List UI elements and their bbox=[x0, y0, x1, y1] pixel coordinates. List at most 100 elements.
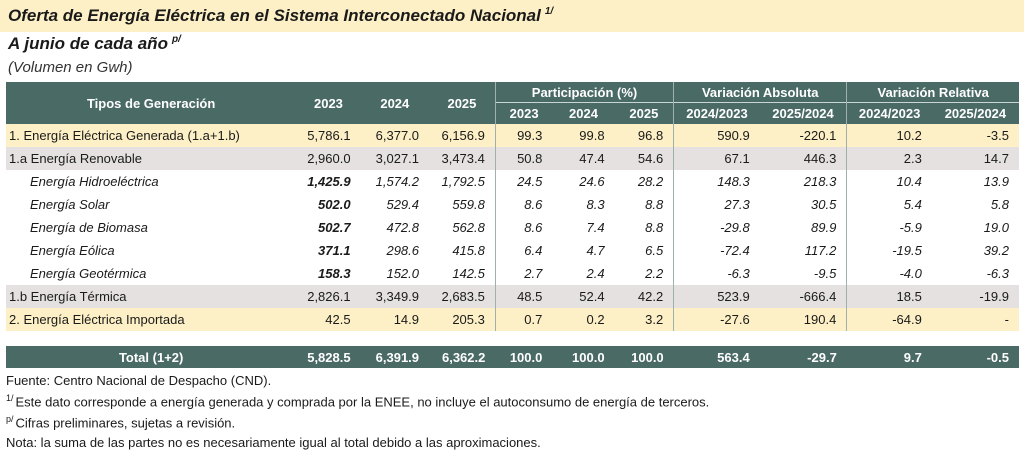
table-cell: 190.4 bbox=[759, 308, 847, 331]
footnote-source: Fuente: Centro Nacional de Despacho (CND… bbox=[6, 373, 272, 388]
header-subcol: 2025/2024 bbox=[931, 102, 1019, 124]
table-cell: -6.3 bbox=[931, 262, 1019, 285]
row-label: Energía de Biomasa bbox=[6, 216, 297, 239]
table-cell: 117.2 bbox=[759, 239, 847, 262]
header-subcol: 2024/2023 bbox=[846, 102, 932, 124]
table-cell: -0.5 bbox=[931, 346, 1019, 368]
total-row-table: Total (1+2) 5,828.5 6,391.9 6,362.2 100.… bbox=[6, 346, 1019, 368]
table-cell: 2,826.1 bbox=[296, 285, 361, 308]
table-cell: 5,828.5 bbox=[296, 346, 361, 368]
table-cell: 19.0 bbox=[931, 216, 1019, 239]
table-cell: 371.1 bbox=[296, 239, 361, 262]
table-cell: 205.3 bbox=[429, 308, 496, 331]
table-cell: 590.9 bbox=[673, 124, 760, 147]
table-cell: 2.2 bbox=[614, 262, 674, 285]
table-cell: 100.0 bbox=[552, 346, 615, 368]
table-cell: -9.5 bbox=[759, 262, 847, 285]
table-cell: 502.7 bbox=[296, 216, 361, 239]
footnote-nota: Nota: la suma de las partes no es necesa… bbox=[6, 435, 541, 450]
table-cell: -19.9 bbox=[931, 285, 1019, 308]
table-cell: - bbox=[931, 308, 1019, 331]
table-cell: -3.5 bbox=[931, 124, 1019, 147]
table-cell: 10.2 bbox=[846, 124, 932, 147]
table-row: Energía de Biomasa 502.7 472.8 562.8 8.6 7.4 8… bbox=[6, 216, 1019, 239]
table-cell: 99.3 bbox=[494, 124, 553, 147]
table-cell: 100.0 bbox=[495, 346, 553, 368]
header-variacion-absoluta: Variación Absoluta bbox=[673, 82, 847, 103]
table-cell: 8.6 bbox=[494, 193, 553, 216]
table-row: Energía Eólica 371.1 298.6 415.8 6.4 4.7 6.5 -7… bbox=[6, 239, 1019, 262]
row-label: Energía Geotérmica bbox=[6, 262, 297, 285]
total-label: Total (1+2) bbox=[6, 346, 297, 368]
table-cell: 28.2 bbox=[614, 170, 674, 193]
table-cell: -6.3 bbox=[673, 262, 760, 285]
table-cell: 67.1 bbox=[673, 147, 760, 170]
table-cell: -64.9 bbox=[846, 308, 932, 331]
row-label: 2. Energía Eléctrica Importada bbox=[6, 308, 297, 331]
table-cell: 2,960.0 bbox=[296, 147, 361, 170]
table-cell: 7.4 bbox=[552, 216, 615, 239]
table-cell: 4.7 bbox=[552, 239, 615, 262]
table-cell: 24.5 bbox=[494, 170, 553, 193]
table-cell: 1,425.9 bbox=[296, 170, 361, 193]
table-cell: 142.5 bbox=[429, 262, 496, 285]
header-participacion: Participación (%) bbox=[494, 82, 674, 103]
header-subcol: 2025/2024 bbox=[759, 102, 847, 124]
table-cell: 563.4 bbox=[673, 346, 760, 368]
table-cell: 6,156.9 bbox=[429, 124, 496, 147]
table-cell: 3,473.4 bbox=[429, 147, 496, 170]
table-cell: 8.3 bbox=[552, 193, 615, 216]
table-cell: 42.5 bbox=[296, 308, 361, 331]
header-year: 2025 bbox=[429, 82, 496, 124]
table-cell: 6,377.0 bbox=[360, 124, 430, 147]
table-cell: 298.6 bbox=[360, 239, 430, 262]
table-cell: -220.1 bbox=[759, 124, 847, 147]
table-cell: 99.8 bbox=[552, 124, 615, 147]
row-label: 1.b Energía Térmica bbox=[6, 285, 297, 308]
table-cell: 18.5 bbox=[846, 285, 932, 308]
table-cell: 6,362.2 bbox=[429, 346, 496, 368]
table-cell: -27.6 bbox=[673, 308, 760, 331]
table-cell: 30.5 bbox=[759, 193, 847, 216]
table-cell: 14.7 bbox=[931, 147, 1019, 170]
table-cell: -4.0 bbox=[846, 262, 932, 285]
table-cell: -5.9 bbox=[846, 216, 932, 239]
table-cell: 1,792.5 bbox=[429, 170, 496, 193]
table-cell: 2.7 bbox=[494, 262, 553, 285]
table-cell: 3,027.1 bbox=[360, 147, 430, 170]
table-cell: 39.2 bbox=[931, 239, 1019, 262]
table-cell: 152.0 bbox=[360, 262, 430, 285]
table-cell: 2.4 bbox=[552, 262, 615, 285]
header-subcol: 2024/2023 bbox=[673, 102, 760, 124]
table-cell: 6.4 bbox=[494, 239, 553, 262]
table-cell: -666.4 bbox=[759, 285, 847, 308]
table-row: Energía Hidroeléctrica 1,425.9 1,574.2 1,79… bbox=[6, 170, 1019, 193]
table-cell: 2.3 bbox=[846, 147, 932, 170]
header-year: 2023 bbox=[296, 82, 361, 124]
table-cell: 54.6 bbox=[614, 147, 674, 170]
table-cell: 50.8 bbox=[494, 147, 553, 170]
table-cell: 148.3 bbox=[673, 170, 760, 193]
table-cell: 218.3 bbox=[759, 170, 847, 193]
row-label: 1.a Energía Renovable bbox=[6, 147, 297, 170]
header-subcol: 2023 bbox=[494, 102, 553, 124]
table-cell: 529.4 bbox=[360, 193, 430, 216]
table-cell: 24.6 bbox=[552, 170, 615, 193]
table-row: 1. Energía Eléctrica Generada (1.a+1.b) 5… bbox=[6, 124, 1019, 147]
footnote-2-mark: p/ bbox=[6, 414, 14, 424]
table-cell: 415.8 bbox=[429, 239, 496, 262]
total-row: Total (1+2) 5,828.5 6,391.9 6,362.2 100.… bbox=[6, 346, 1019, 368]
header-tipos: Tipos de Generación bbox=[6, 82, 297, 124]
table-cell: 8.6 bbox=[494, 216, 553, 239]
subtitle-footnote-mark: p/ bbox=[171, 34, 181, 46]
table-cell: 0.2 bbox=[552, 308, 615, 331]
table-cell: 523.9 bbox=[673, 285, 760, 308]
table-cell: 446.3 bbox=[759, 147, 847, 170]
footnote-1: 1/Este dato corresponde a energía genera… bbox=[6, 393, 710, 410]
table-cell: 502.0 bbox=[296, 193, 361, 216]
table-cell: 2,683.5 bbox=[429, 285, 496, 308]
energy-supply-table: Tipos de Generación 2023 2024 2025 Parti… bbox=[6, 82, 1019, 331]
table-cell: 96.8 bbox=[614, 124, 674, 147]
page-title: Oferta de Energía Eléctrica en el Sistem… bbox=[8, 6, 554, 25]
table-cell: 3.2 bbox=[614, 308, 674, 331]
